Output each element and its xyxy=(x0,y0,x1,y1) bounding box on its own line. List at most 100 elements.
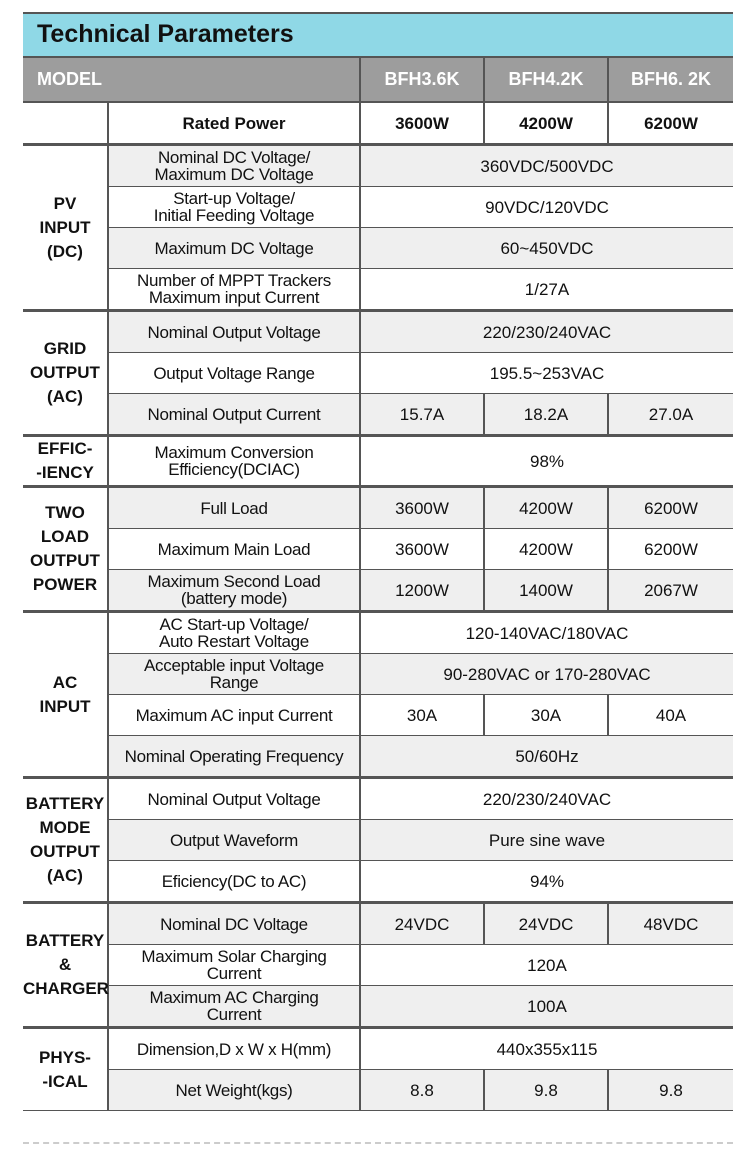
value-cell: 8.8 xyxy=(359,1069,485,1111)
value-cell: 90VDC/120VDC xyxy=(359,186,733,228)
value-cell: 440x355x115 xyxy=(359,1026,733,1070)
model-name: BFH6. 2K xyxy=(607,56,733,103)
param-label: Output Waveform xyxy=(107,819,361,861)
blank-cell xyxy=(23,101,109,145)
param-label: Rated Power xyxy=(107,101,361,145)
spec-row: GRID OUTPUT (AC) Nominal Output Voltage 22… xyxy=(23,309,733,436)
spec-row: Maximum Main Load 3600W 4200W 6200W xyxy=(23,528,733,570)
spec-table: MODEL BFH3.6K BFH4.2K BFH6. 2K Rated Pow… xyxy=(23,56,733,1111)
param-label: Full Load xyxy=(107,485,361,529)
group-label: TWO LOAD OUTPUT POWER xyxy=(23,485,109,612)
value-cell: 98% xyxy=(359,434,733,487)
spec-row: TWO LOAD OUTPUT POWER Full Load 3600W 4200W… xyxy=(23,485,733,612)
spec-row: PHYS- -ICAL Dimension,D x W x H(mm) 440x35… xyxy=(23,1026,733,1111)
param-label: Maximum DC Voltage xyxy=(107,227,361,269)
param-label: Nominal Output Voltage xyxy=(107,309,361,353)
value-cell: 100A xyxy=(359,985,733,1028)
value-cell: 9.8 xyxy=(607,1069,733,1111)
param-label: Maximum AC input Current xyxy=(107,694,361,736)
spec-row: BATTERY & CHARGER Nominal DC Voltage 24VDC… xyxy=(23,901,733,1028)
spec-row: Output Waveform Pure sine wave xyxy=(23,819,733,861)
rated-power-row: Rated Power 3600W 4200W 6200W xyxy=(23,101,733,145)
param-label: Number of MPPT Trackers Maximum input Cu… xyxy=(107,268,361,311)
value-cell: 48VDC xyxy=(607,901,733,945)
param-label: Maximum Conversion Efficiency(DCIAC) xyxy=(107,434,361,487)
param-label: Nominal DC Voltage/ Maximum DC Voltage xyxy=(107,143,361,187)
group-label: EFFIC- -IENCY xyxy=(23,434,109,487)
group-label: GRID OUTPUT (AC) xyxy=(23,309,109,436)
value-cell: Pure sine wave xyxy=(359,819,733,861)
group-label: BATTERY & CHARGER xyxy=(23,901,109,1028)
value-cell: 360VDC/500VDC xyxy=(359,143,733,187)
value-cell: 30A xyxy=(359,694,485,736)
param-label: Output Voltage Range xyxy=(107,352,361,394)
spec-row: Nominal Operating Frequency 50/60Hz xyxy=(23,735,733,778)
param-label: Dimension,D x W x H(mm) xyxy=(107,1026,361,1070)
param-label: Nominal Output Voltage xyxy=(107,776,361,820)
page-title: Technical Parameters xyxy=(23,12,733,56)
value-cell: 6200W xyxy=(607,101,733,145)
param-label: AC Start-up Voltage/ Auto Restart Voltag… xyxy=(107,610,361,654)
dashed-divider xyxy=(23,1142,733,1144)
param-label: Maximum Solar Charging Current xyxy=(107,944,361,986)
model-name: BFH4.2K xyxy=(483,56,609,103)
spec-row: AC INPUT AC Start-up Voltage/ Auto Restar… xyxy=(23,610,733,778)
value-cell: 120A xyxy=(359,944,733,986)
value-cell: 40A xyxy=(607,694,733,736)
param-label: Eficiency(DC to AC) xyxy=(107,860,361,903)
param-label: Nominal Operating Frequency xyxy=(107,735,361,778)
group-label: PHYS- -ICAL xyxy=(23,1026,109,1111)
value-cell: 90-280VAC or 170-280VAC xyxy=(359,653,733,695)
spec-row: BATTERY MODE OUTPUT (AC) Nominal Output V… xyxy=(23,776,733,903)
value-cell: 120-140VAC/180VAC xyxy=(359,610,733,654)
spec-row: Maximum DC Voltage 60~450VDC xyxy=(23,227,733,269)
spec-row: EFFIC- -IENCY Maximum Conversion Efficien… xyxy=(23,434,733,487)
param-label: Acceptable input Voltage Range xyxy=(107,653,361,695)
spec-row: Eficiency(DC to AC) 94% xyxy=(23,860,733,903)
group-label: AC INPUT xyxy=(23,610,109,778)
value-cell: 6200W xyxy=(607,485,733,529)
value-cell: 4200W xyxy=(483,485,609,529)
value-cell: 3600W xyxy=(359,485,485,529)
spec-row: Net Weight(kgs) 8.8 9.8 9.8 xyxy=(23,1069,733,1111)
value-cell: 4200W xyxy=(483,101,609,145)
param-label: Maximum AC Charging Current xyxy=(107,985,361,1028)
value-cell: 1200W xyxy=(359,569,485,612)
value-cell: 9.8 xyxy=(483,1069,609,1111)
value-cell: 50/60Hz xyxy=(359,735,733,778)
value-cell: 2067W xyxy=(607,569,733,612)
param-label: Nominal DC Voltage xyxy=(107,901,361,945)
spec-row: Maximum Second Load (battery mode) 1200W 1… xyxy=(23,569,733,612)
param-label: Net Weight(kgs) xyxy=(107,1069,361,1111)
spec-row: PV INPUT (DC) Nominal DC Voltage/ Maximum… xyxy=(23,143,733,311)
spec-row: Maximum AC input Current 30A 30A 40A xyxy=(23,694,733,736)
model-name: BFH3.6K xyxy=(359,56,485,103)
value-cell: 15.7A xyxy=(359,393,485,436)
param-label: Start-up Voltage/ Initial Feeding Voltag… xyxy=(107,186,361,228)
value-cell: 220/230/240VAC xyxy=(359,309,733,353)
value-cell: 3600W xyxy=(359,101,485,145)
param-label: Maximum Main Load xyxy=(107,528,361,570)
value-cell: 60~450VDC xyxy=(359,227,733,269)
value-cell: 1/27A xyxy=(359,268,733,311)
value-cell: 18.2A xyxy=(483,393,609,436)
param-label: Maximum Second Load (battery mode) xyxy=(107,569,361,612)
spec-row: Maximum Solar Charging Current 120A xyxy=(23,944,733,986)
spec-row: Number of MPPT Trackers Maximum input Cu… xyxy=(23,268,733,311)
value-cell: 24VDC xyxy=(359,901,485,945)
value-cell: 1400W xyxy=(483,569,609,612)
spec-row: Start-up Voltage/ Initial Feeding Voltag… xyxy=(23,186,733,228)
value-cell: 94% xyxy=(359,860,733,903)
param-label: Nominal Output Current xyxy=(107,393,361,436)
value-cell: 6200W xyxy=(607,528,733,570)
spec-row: Output Voltage Range 195.5~253VAC xyxy=(23,352,733,394)
model-label: MODEL xyxy=(23,56,361,103)
value-cell: 220/230/240VAC xyxy=(359,776,733,820)
value-cell: 4200W xyxy=(483,528,609,570)
group-label: PV INPUT (DC) xyxy=(23,143,109,311)
spec-row: Acceptable input Voltage Range 90-280VAC … xyxy=(23,653,733,695)
value-cell: 3600W xyxy=(359,528,485,570)
value-cell: 27.0A xyxy=(607,393,733,436)
value-cell: 195.5~253VAC xyxy=(359,352,733,394)
model-header-row: MODEL BFH3.6K BFH4.2K BFH6. 2K xyxy=(23,56,733,103)
